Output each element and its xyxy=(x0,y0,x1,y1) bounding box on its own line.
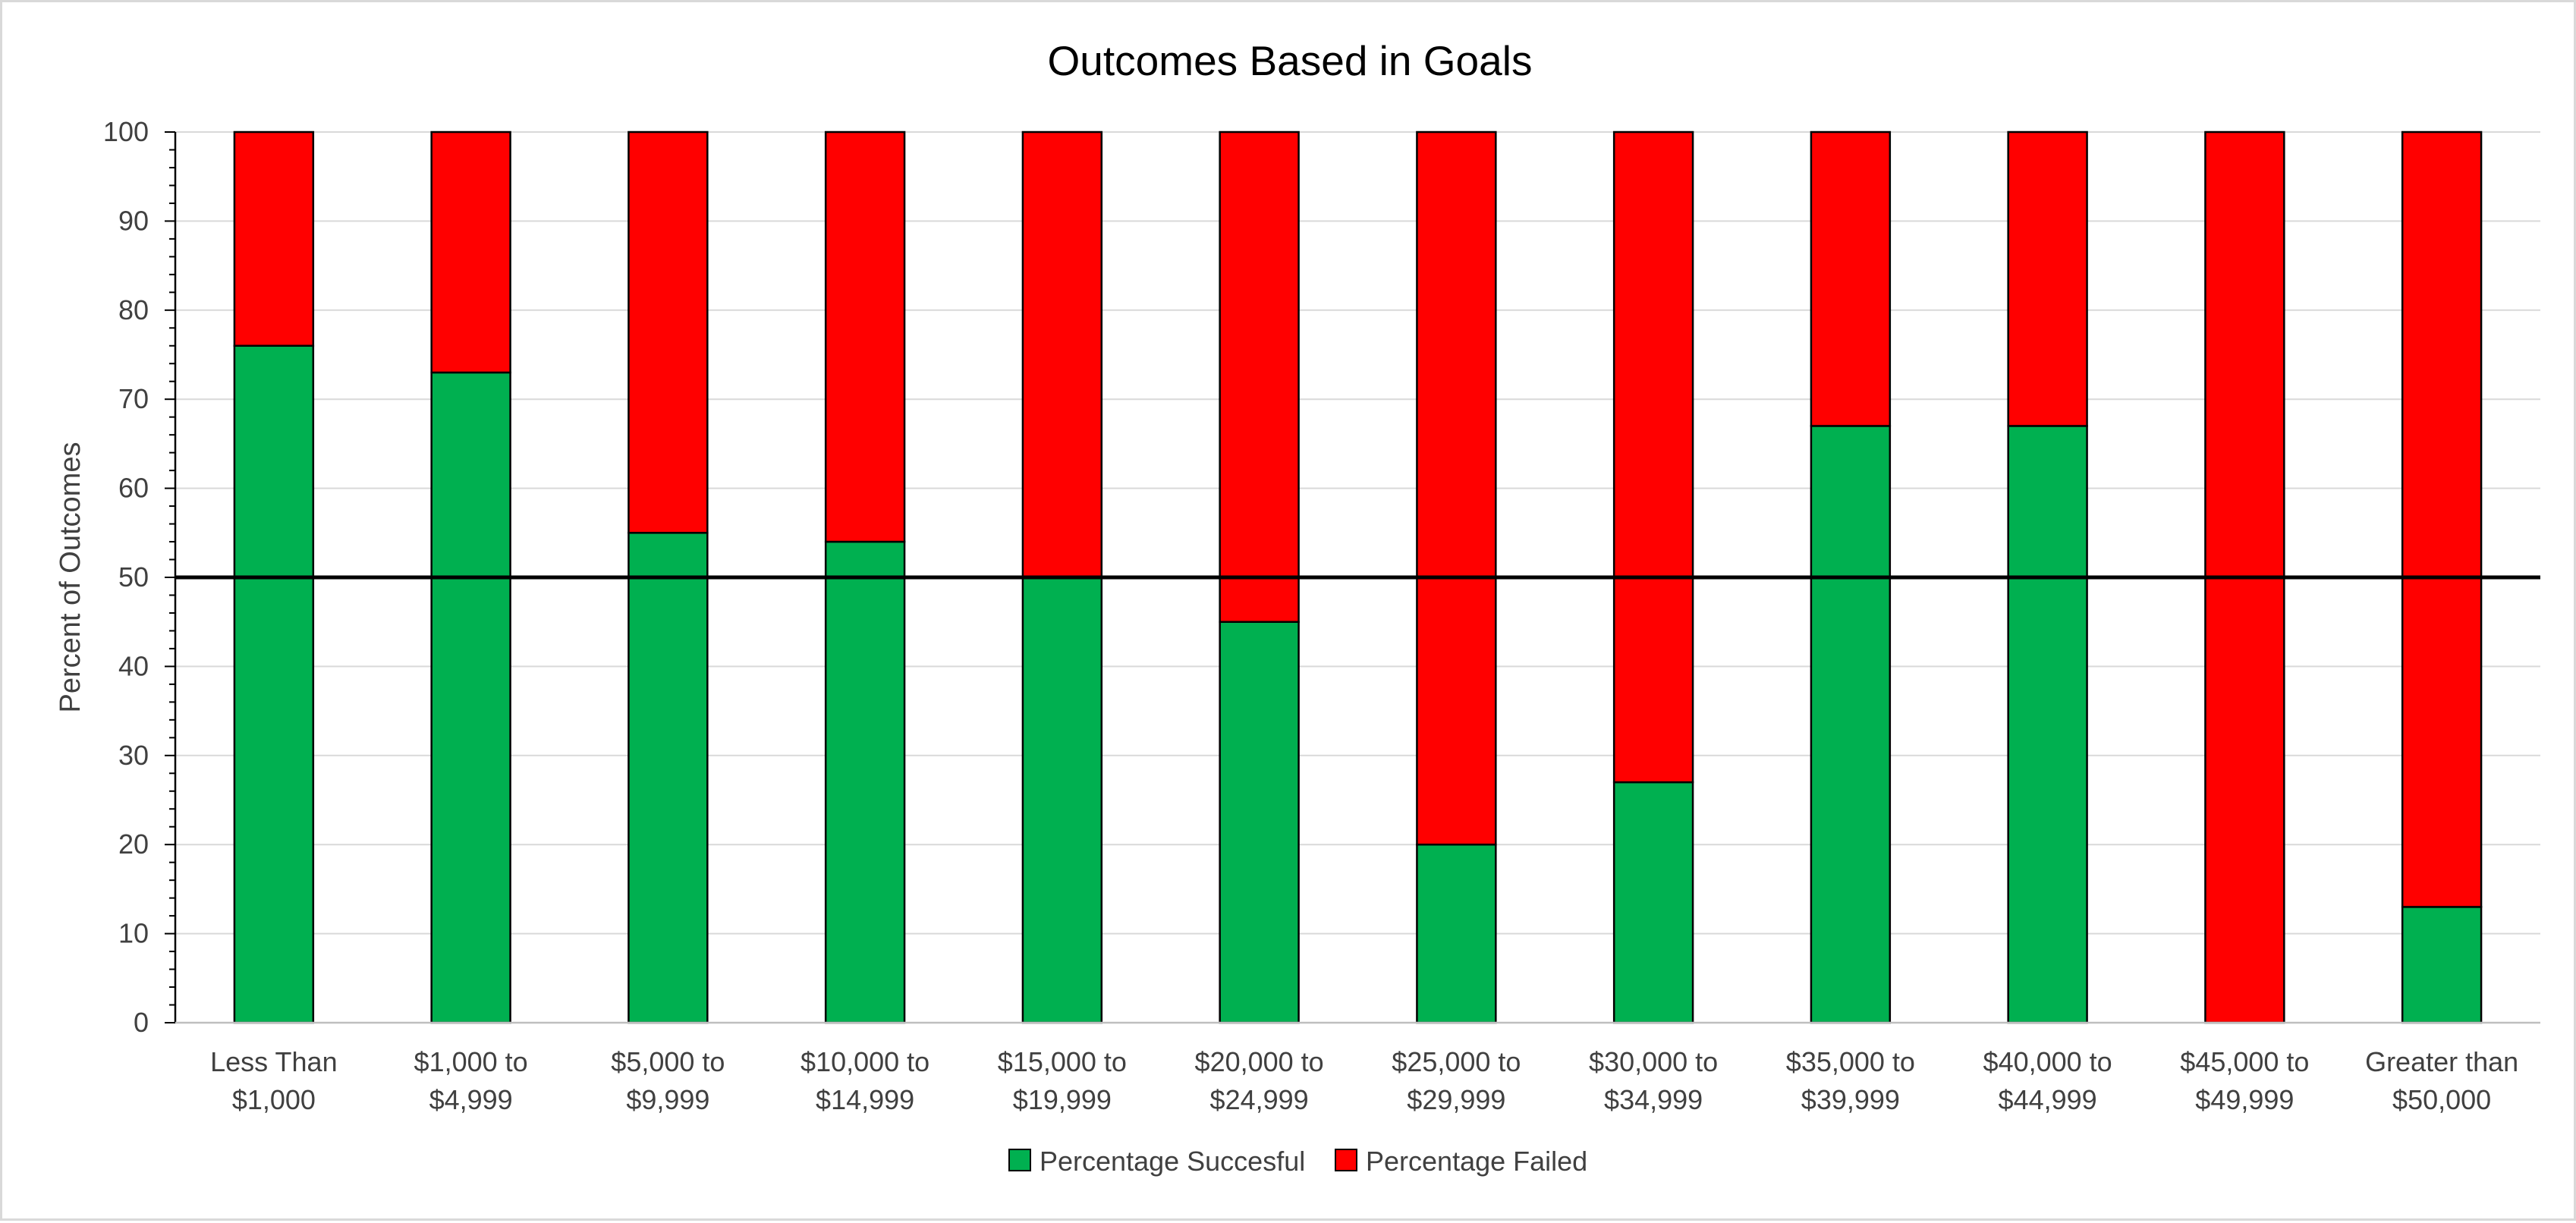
bar-failed xyxy=(2007,130,2088,427)
bar-successful xyxy=(2401,906,2483,1024)
y-tick-label: 20 xyxy=(118,828,149,860)
bar-successful xyxy=(1021,576,1103,1024)
axes xyxy=(165,131,2540,1024)
chart-title: Outcomes Based in Goals xyxy=(1048,37,1533,84)
legend-item: Percentage Succesful xyxy=(1008,1146,1305,1177)
x-category-label: $40,000 to $44,999 xyxy=(1983,1046,2112,1115)
y-tick-label: 100 xyxy=(103,116,149,147)
legend-item: Percentage Failed xyxy=(1335,1146,1587,1177)
x-category-label: $25,000 to $29,999 xyxy=(1392,1046,1521,1115)
bar-failed xyxy=(1810,130,1892,427)
y-tick-label: 70 xyxy=(118,383,149,414)
y-tick-label: 0 xyxy=(134,1007,149,1038)
bar-failed xyxy=(1416,130,1497,846)
gridlines xyxy=(175,131,2540,935)
y-tick-label: 10 xyxy=(118,918,149,949)
x-category-label: $20,000 to $24,999 xyxy=(1195,1046,1324,1115)
legend-label: Percentage Failed xyxy=(1366,1146,1587,1177)
bar-successful xyxy=(824,540,906,1024)
y-tick-label: 50 xyxy=(118,561,149,593)
legend-swatch xyxy=(1335,1149,1357,1171)
bar-failed xyxy=(1021,130,1103,579)
x-category-label: $15,000 to $19,999 xyxy=(998,1046,1127,1115)
bar-successful xyxy=(1219,621,1300,1024)
x-category-label: $35,000 to $39,999 xyxy=(1786,1046,1915,1115)
y-tick-label: 40 xyxy=(118,650,149,681)
bar-successful xyxy=(233,344,315,1024)
legend-label: Percentage Succesful xyxy=(1040,1146,1305,1177)
bar-successful xyxy=(1810,425,1892,1024)
y-tick-label: 90 xyxy=(118,205,149,236)
bar-failed xyxy=(2401,130,2483,908)
x-category-label: $30,000 to $34,999 xyxy=(1589,1046,1718,1115)
bar-successful xyxy=(2007,425,2088,1024)
x-category-label: $5,000 to $9,999 xyxy=(611,1046,725,1115)
bar-failed xyxy=(627,130,709,534)
bar-failed xyxy=(824,130,906,543)
x-category-label: Less Than $1,000 xyxy=(210,1046,337,1115)
x-category-label: $10,000 to $14,999 xyxy=(800,1046,929,1115)
x-category-label: $45,000 to $49,999 xyxy=(2180,1046,2309,1115)
bar-successful xyxy=(1416,843,1497,1024)
x-category-label: $1,000 to $4,999 xyxy=(414,1046,528,1115)
x-category-label: Greater than $50,000 xyxy=(2365,1046,2518,1115)
bar-failed xyxy=(430,130,511,374)
legend: Percentage Succesful Percentage Failed xyxy=(1008,1146,1587,1177)
axis-labels: 0 10 20 30 40 50 60 70 80 90 100 Less Than $1,000 $1,… xyxy=(103,116,2518,1115)
y-tick-label: 30 xyxy=(118,740,149,771)
bar-failed xyxy=(1219,130,1300,623)
y-axis-title: Percent of Outcomes xyxy=(55,442,86,713)
y-tick-label: 80 xyxy=(118,294,149,325)
bar-successful xyxy=(627,532,709,1024)
y-tick-label: 60 xyxy=(118,473,149,504)
bar-successful xyxy=(1612,781,1694,1024)
legend-swatch xyxy=(1008,1149,1031,1171)
bar-failed xyxy=(233,130,315,347)
bar-successful xyxy=(430,371,511,1024)
bar-failed xyxy=(1612,130,1694,784)
